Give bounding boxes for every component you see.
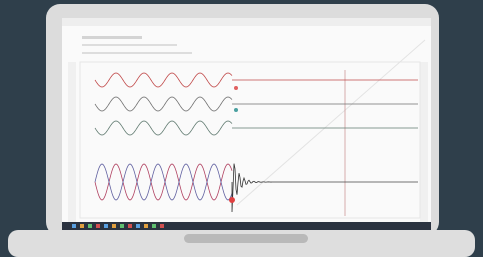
taskbar-icon <box>152 224 156 228</box>
window-titlebar <box>62 18 431 26</box>
toolbar <box>82 36 142 39</box>
screen <box>62 18 431 230</box>
page: (() => { const svg = document.getElement… <box>0 0 483 257</box>
side-panel <box>68 62 76 222</box>
side-panel <box>420 62 428 222</box>
laptop-scene <box>0 0 483 257</box>
taskbar-icon <box>112 224 116 228</box>
taskbar-icon <box>128 224 132 228</box>
taskbar-icon <box>104 224 108 228</box>
toolbar-row <box>82 52 192 54</box>
marker <box>234 108 238 112</box>
taskbar-icon <box>96 224 100 228</box>
marker <box>234 86 238 90</box>
taskbar-icon <box>160 224 164 228</box>
toolbar-row <box>82 44 177 46</box>
taskbar-icon <box>88 224 92 228</box>
taskbar-icon <box>80 224 84 228</box>
taskbar-icon <box>120 224 124 228</box>
taskbar-icon <box>72 224 76 228</box>
laptop-notch <box>184 234 308 243</box>
taskbar <box>62 222 431 230</box>
marker <box>229 197 235 203</box>
taskbar-icon <box>144 224 148 228</box>
taskbar-icon <box>136 224 140 228</box>
